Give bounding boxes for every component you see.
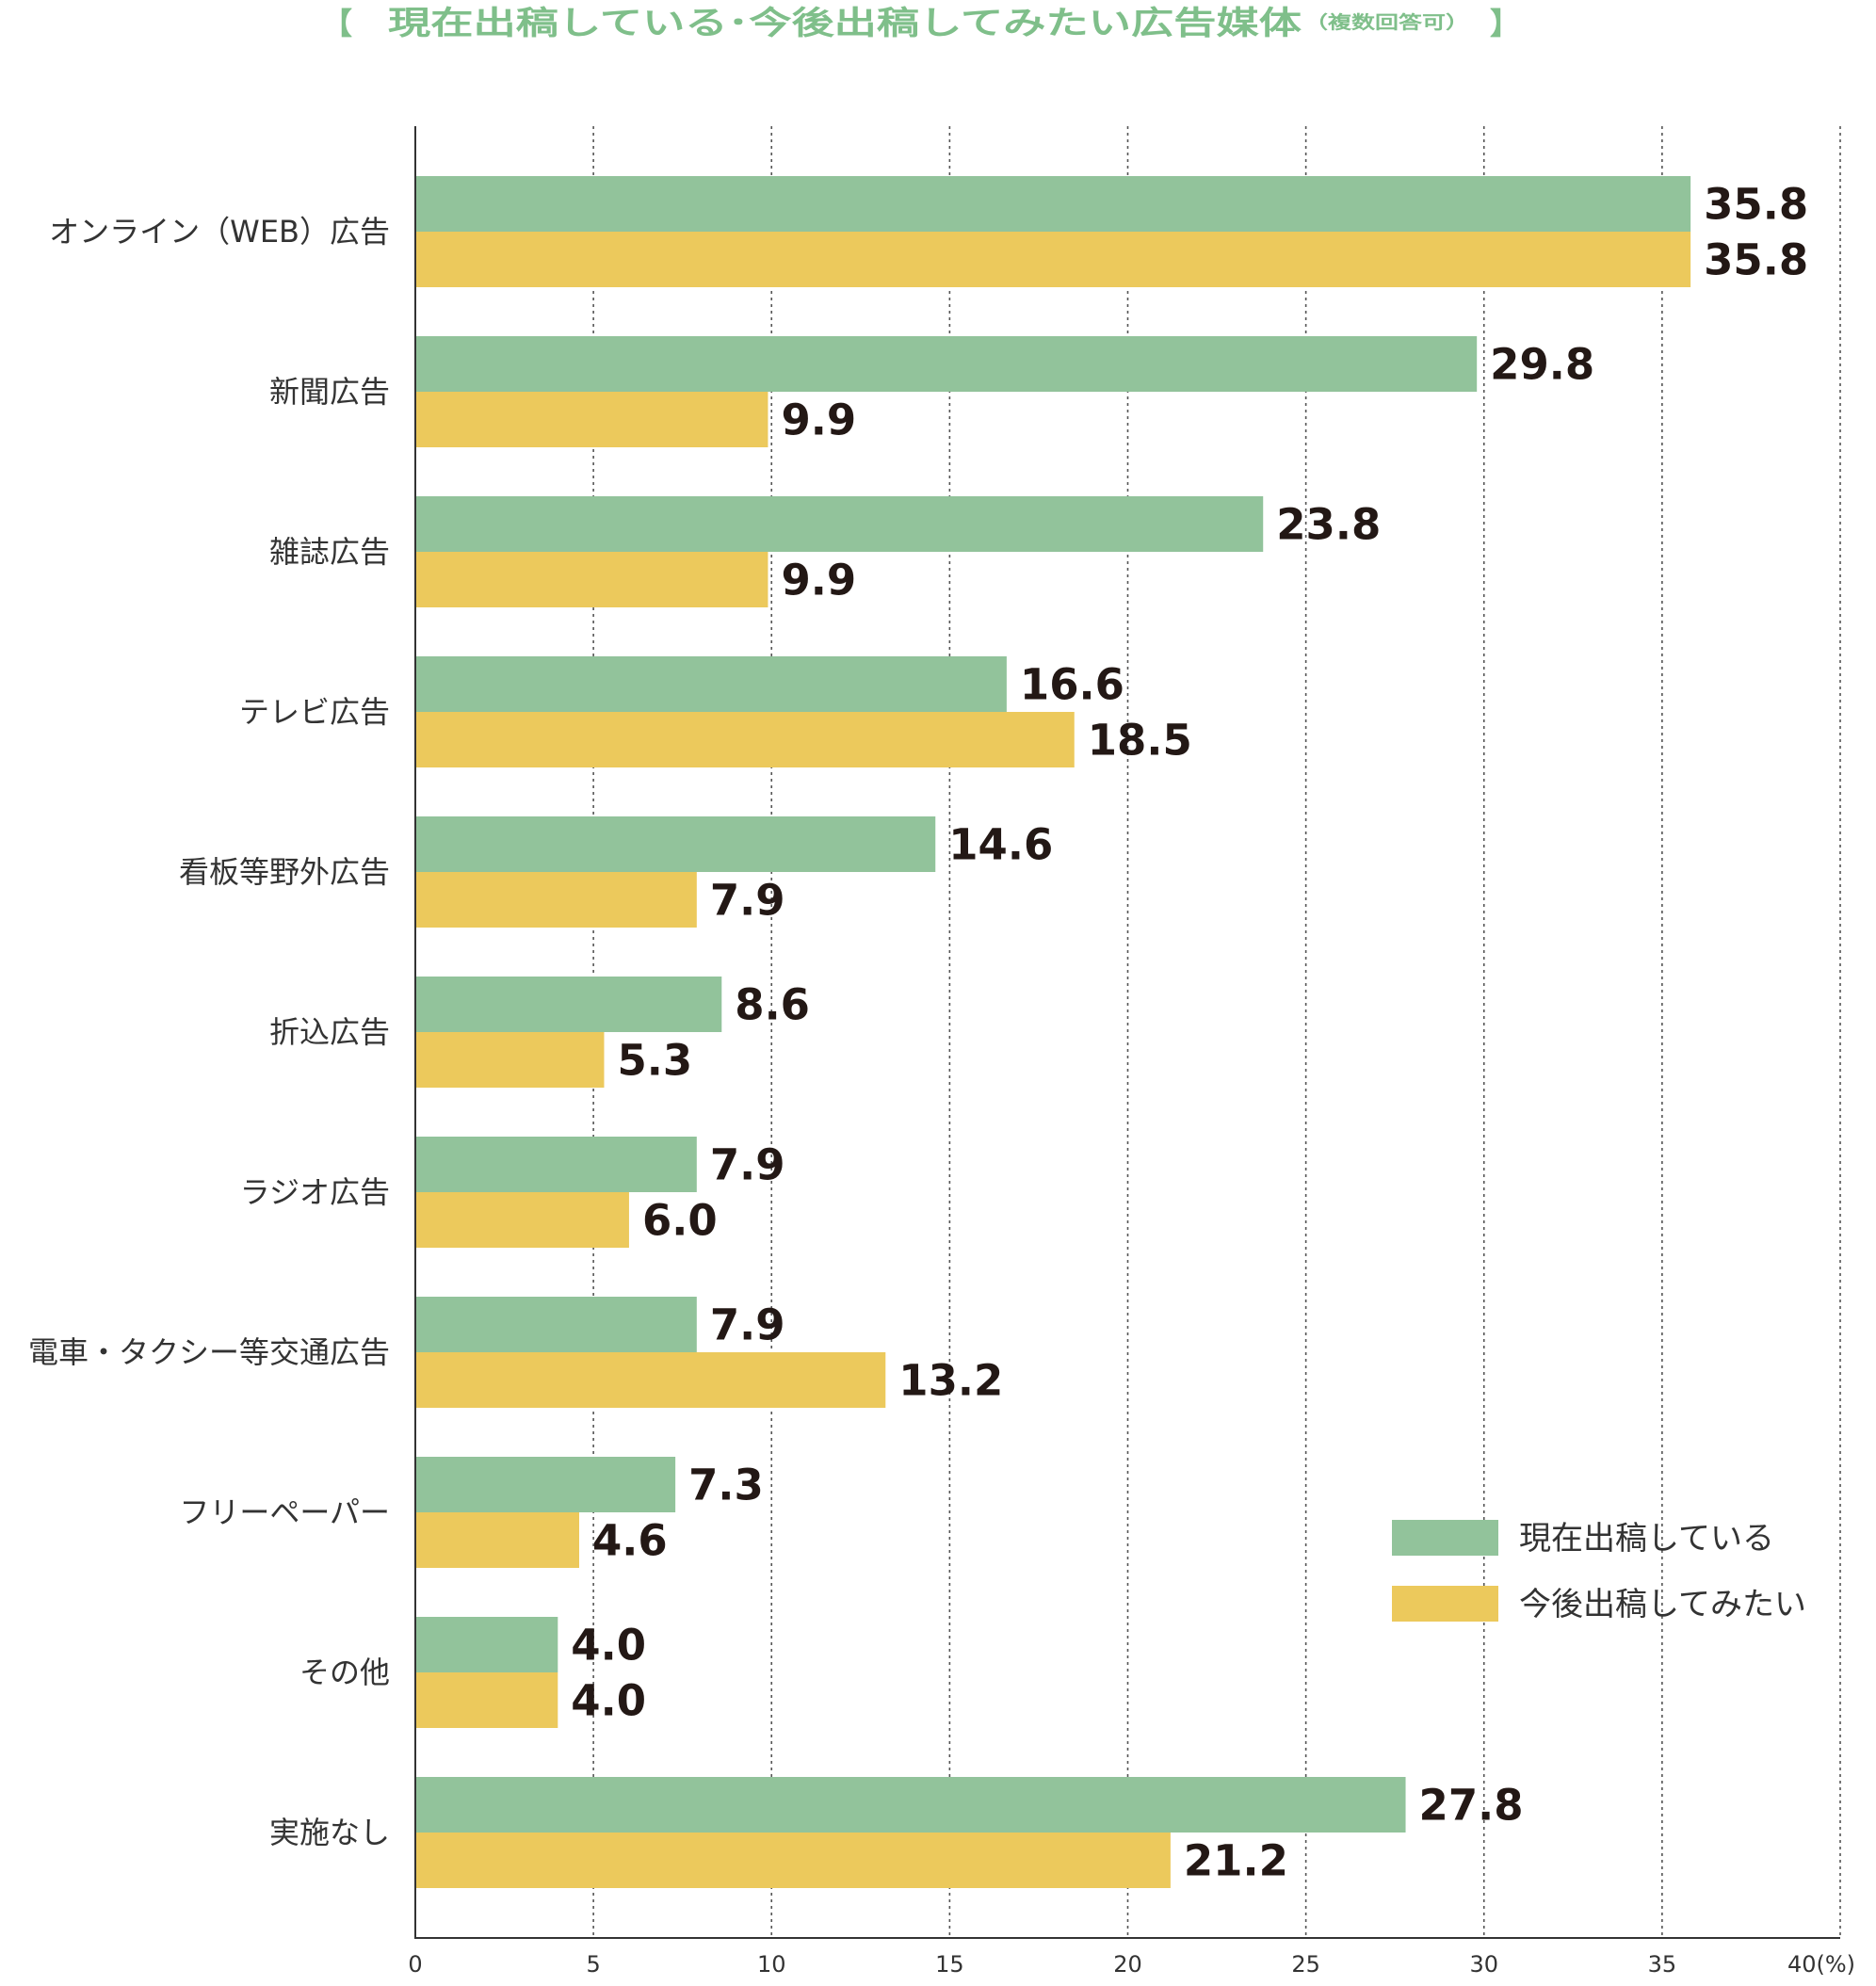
title-close-bracket: 】 [1490, 6, 1520, 41]
bar-marks [415, 176, 1691, 1888]
value-label-future-4: 7.9 [710, 876, 785, 926]
bar-future-0 [415, 232, 1691, 287]
x-tick-label-10: 10 [757, 1951, 786, 1978]
value-label-current-8: 7.3 [688, 1461, 764, 1510]
x-tick-label-0: 0 [408, 1951, 422, 1978]
bar-future-8 [415, 1512, 579, 1568]
bar-current-2 [415, 496, 1264, 552]
bar-future-10 [415, 1833, 1171, 1888]
bar-future-2 [415, 552, 768, 607]
value-label-current-1: 29.8 [1490, 340, 1594, 390]
category-label-8: フリーペーパー [179, 1494, 390, 1530]
value-label-current-0: 35.8 [1704, 180, 1808, 230]
bar-current-1 [415, 336, 1478, 392]
bar-current-9 [415, 1617, 558, 1672]
bar-current-4 [415, 816, 936, 872]
category-label-5: 折込広告 [269, 1014, 390, 1050]
legend-swatch-future [1392, 1586, 1498, 1622]
value-label-current-6: 7.9 [710, 1140, 785, 1190]
category-label-1: 新聞広告 [269, 374, 390, 410]
bar-future-6 [415, 1192, 629, 1248]
category-label-4: 看板等野外広告 [179, 854, 390, 890]
bar-current-5 [415, 977, 722, 1032]
title-main-text: 現在出稿している･今後出稿してみたい広告媒体 [388, 5, 1302, 42]
bar-future-7 [415, 1352, 886, 1408]
value-label-current-5: 8.6 [735, 980, 810, 1030]
bar-current-8 [415, 1457, 676, 1512]
value-label-future-10: 21.2 [1184, 1836, 1288, 1886]
chart-title: 【 現在出稿している･今後出稿してみたい広告媒体 （複数回答可） 】 [322, 5, 1520, 42]
category-label-7: 電車・タクシー等交通広告 [28, 1334, 390, 1370]
title-open-bracket: 【 [322, 6, 352, 41]
x-tick-label-5: 5 [586, 1951, 600, 1978]
value-labels: 35.835.8 29.8 9.9 23.8 9.9 16.6 18.5 14.6 7.9 8.6… [571, 180, 1808, 1886]
bar-current-6 [415, 1137, 697, 1192]
bar-future-4 [415, 872, 697, 928]
legend-label-current: 現在出稿している [1519, 1520, 1774, 1558]
x-tick-label-40: 40(%) [1787, 1951, 1855, 1978]
value-label-future-1: 9.9 [781, 396, 856, 445]
x-tick-label-25: 25 [1291, 1951, 1320, 1978]
bar-future-3 [415, 712, 1075, 767]
value-label-future-6: 6.0 [642, 1196, 718, 1246]
legend-label-future: 今後出稿してみたい [1519, 1586, 1806, 1623]
category-label-3: テレビ広告 [239, 694, 390, 730]
value-label-current-4: 14.6 [948, 820, 1053, 870]
legend-swatch-current [1392, 1520, 1498, 1556]
x-tick-label-15: 15 [935, 1951, 964, 1978]
bar-future-1 [415, 392, 768, 447]
x-tick-labels: 0 5 10 15 20 25 30 35 40(%) [408, 1951, 1855, 1978]
value-label-future-3: 18.5 [1088, 716, 1192, 766]
value-label-future-7: 13.2 [898, 1356, 1003, 1406]
bar-future-5 [415, 1032, 605, 1088]
value-label-current-2: 23.8 [1276, 500, 1381, 550]
value-label-current-7: 7.9 [710, 1300, 785, 1350]
bar-current-7 [415, 1297, 697, 1352]
x-tick-label-20: 20 [1113, 1951, 1142, 1978]
value-label-future-2: 9.9 [781, 556, 856, 605]
title-note-text: （複数回答可） [1304, 11, 1469, 33]
value-label-future-9: 4.0 [571, 1676, 646, 1726]
bar-current-3 [415, 656, 1007, 712]
value-label-current-10: 27.8 [1419, 1781, 1524, 1831]
grid-lines [592, 126, 1841, 1938]
axes [414, 126, 1840, 1939]
bar-current-0 [415, 176, 1691, 232]
category-label-0: オンライン（WEB）広告 [49, 214, 390, 250]
category-label-2: 雑誌広告 [269, 534, 390, 570]
category-label-6: ラジオ広告 [240, 1174, 390, 1210]
value-label-current-9: 4.0 [571, 1621, 646, 1671]
x-tick-label-30: 30 [1469, 1951, 1498, 1978]
value-label-future-8: 4.6 [592, 1516, 668, 1566]
bar-future-9 [415, 1672, 558, 1728]
bar-current-10 [415, 1777, 1406, 1833]
value-label-current-3: 16.6 [1020, 660, 1124, 710]
category-labels: オンライン（WEB）広告新聞広告雑誌広告テレビ広告看板等野外広告折込広告ラジオ広… [28, 214, 390, 1850]
value-label-future-0: 35.8 [1704, 235, 1808, 285]
x-tick-label-35: 35 [1648, 1951, 1677, 1978]
category-label-9: その他 [299, 1655, 390, 1690]
category-label-10: 実施なし [269, 1815, 390, 1850]
value-label-future-5: 5.3 [617, 1036, 692, 1086]
